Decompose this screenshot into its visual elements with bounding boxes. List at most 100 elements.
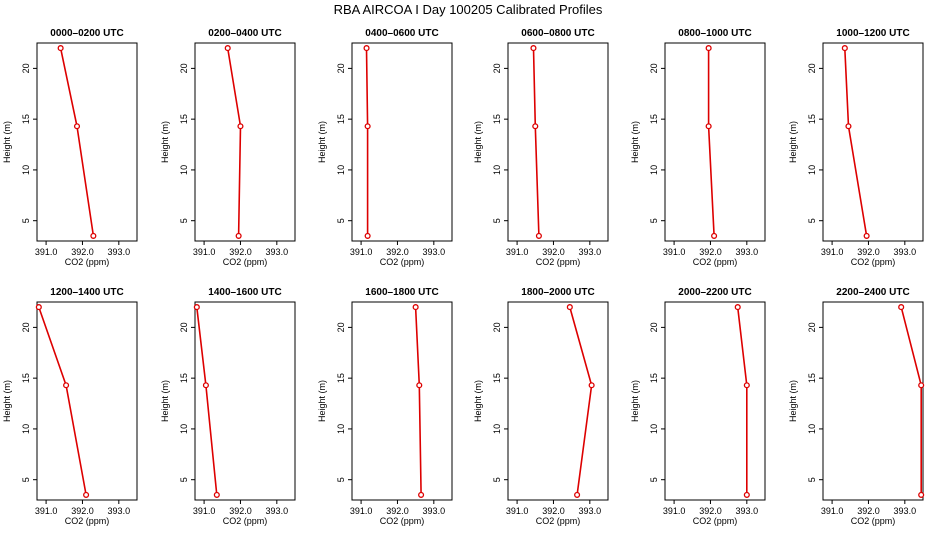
x-axis-label: CO2 (ppm) [536,257,581,267]
x-tick-label: 391.0 [35,506,58,516]
profile-point [83,491,90,498]
profile-line [196,307,218,495]
y-axis-label: Height (m) [473,121,483,163]
x-axis-label: CO2 (ppm) [380,516,425,526]
y-tick-label: 15 [336,373,346,383]
x-axis-label: CO2 (ppm) [851,257,896,267]
x-tick-label: 392.0 [857,247,880,257]
profile-point [63,382,70,389]
profile-point [237,123,244,130]
profile-point [574,491,581,498]
y-tick-label: 10 [492,165,502,175]
y-tick-label: 10 [649,424,659,434]
profile-line [414,307,422,495]
plot-frame [507,301,609,501]
y-tick-label: 20 [807,63,817,73]
panel-title: 1600–1800 UTC [365,287,438,298]
plot-frame [36,42,138,242]
profile-point [364,123,371,130]
y-tick-label: 20 [179,322,189,332]
y-tick-label: 5 [21,218,31,223]
x-tick-label: 391.0 [35,247,58,257]
x-tick-label: 393.0 [894,506,917,516]
y-tick-label: 5 [179,477,189,482]
y-tick-label: 20 [492,322,502,332]
x-tick-label: 393.0 [266,247,289,257]
profile-point [705,45,712,52]
profile-point [364,232,371,239]
panel-title: 2200–2400 UTC [836,287,909,298]
x-axis-label: CO2 (ppm) [65,516,110,526]
profile-point [530,45,537,52]
x-tick-label: 391.0 [506,506,529,516]
y-tick-label: 10 [179,165,189,175]
x-tick-label: 392.0 [857,506,880,516]
profile-point [588,382,595,389]
panel-title: 0600–0800 UTC [521,28,594,39]
profile-line [569,306,593,496]
profile-line [532,48,540,236]
y-axis-label: Height (m) [160,121,170,163]
x-tick-label: 393.0 [423,506,446,516]
y-tick-label: 5 [21,477,31,482]
x-axis-label: CO2 (ppm) [223,516,268,526]
x-tick-label: 392.0 [71,247,94,257]
panel-title: 2000–2200 UTC [678,287,751,298]
x-tick-label: 393.0 [579,506,602,516]
x-axis-label: CO2 (ppm) [693,516,738,526]
profile-point [57,45,64,52]
x-tick-label: 392.0 [386,506,409,516]
x-axis-label: CO2 (ppm) [851,516,896,526]
y-tick-label: 20 [336,322,346,332]
y-axis-label: Height (m) [630,121,640,163]
x-tick-label: 392.0 [71,506,94,516]
profile-point [90,232,97,239]
y-tick-label: 5 [336,218,346,223]
profile-point [416,382,423,389]
profile-point [418,491,425,498]
panel-title: 0000–0200 UTC [50,28,123,39]
y-axis-label: Height (m) [788,121,798,163]
y-axis-label: Height (m) [317,121,327,163]
y-tick-label: 5 [492,477,502,482]
profile-point [743,382,750,389]
x-tick-label: 392.0 [542,247,565,257]
profile-point [734,304,741,311]
y-tick-label: 5 [649,218,659,223]
y-tick-label: 15 [492,114,502,124]
profile-line [365,48,369,236]
profile-line [59,47,95,237]
profile-point [532,123,539,130]
y-tick-label: 10 [336,424,346,434]
profile-line [900,306,923,495]
plot-frame [664,301,766,501]
x-tick-label: 391.0 [506,247,529,257]
y-tick-label: 20 [492,63,502,73]
x-axis-label: CO2 (ppm) [693,257,738,267]
panel-title: 0400–0600 UTC [365,28,438,39]
profile-point [202,382,209,389]
x-tick-label: 391.0 [193,247,216,257]
plot-frame [351,42,453,242]
y-tick-label: 20 [21,63,31,73]
panel-title: 0200–0400 UTC [208,28,281,39]
panel-title: 1200–1400 UTC [50,287,123,298]
profile-line [736,307,748,495]
profile-point [918,382,925,389]
x-tick-label: 392.0 [229,247,252,257]
x-tick-label: 393.0 [266,506,289,516]
profile-point [193,304,200,311]
profile-point [535,232,542,239]
y-tick-label: 5 [807,218,817,223]
x-tick-label: 391.0 [193,506,216,516]
y-tick-label: 15 [179,373,189,383]
profile-line [38,306,87,496]
y-tick-label: 15 [649,114,659,124]
x-tick-label: 391.0 [663,506,686,516]
plot-frame [664,42,766,242]
x-tick-label: 393.0 [108,247,131,257]
y-tick-label: 5 [179,218,189,223]
y-tick-label: 20 [336,63,346,73]
y-tick-label: 20 [21,322,31,332]
x-tick-label: 392.0 [542,506,565,516]
